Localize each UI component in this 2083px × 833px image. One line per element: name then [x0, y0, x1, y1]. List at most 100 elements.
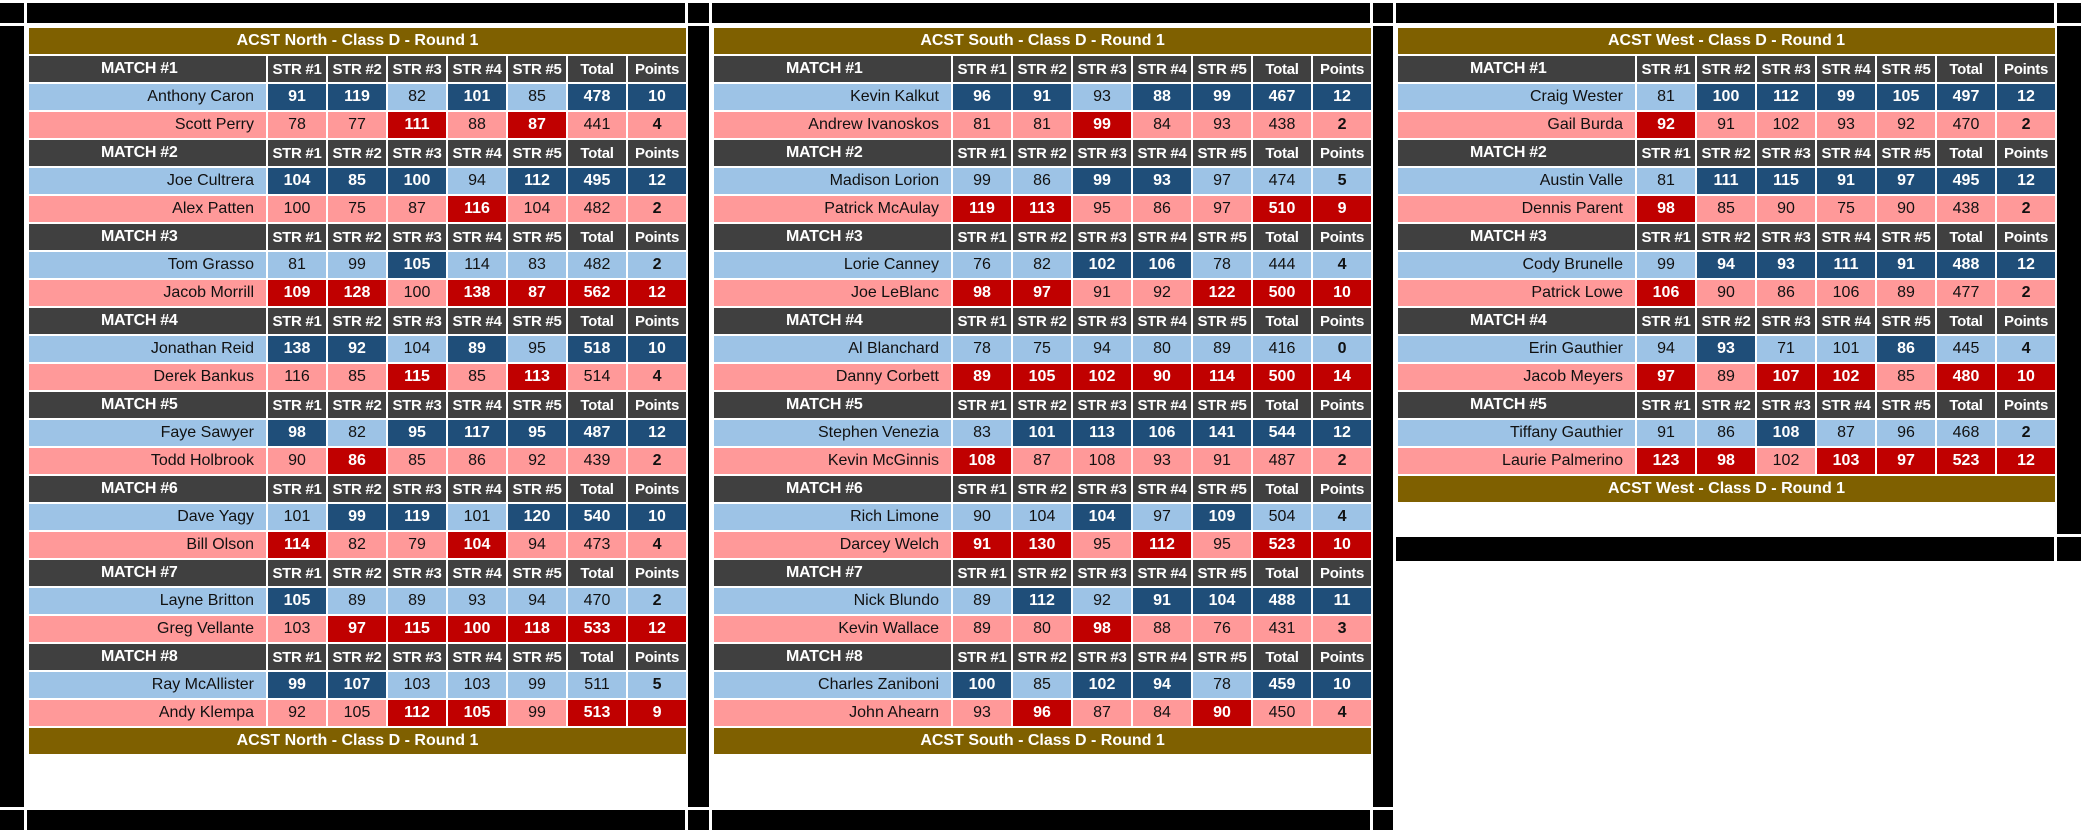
string-score: 119: [386, 502, 448, 532]
home-player-row: Stephen Venezia 83 101 113 106 141 544 12: [712, 418, 1374, 448]
match-header-row: MATCH #6 STR #1 STR #2 STR #3 STR #4 STR #5 To…: [27, 474, 689, 504]
away-player-row: Danny Corbett 89 105 102 90 114 500 14: [712, 362, 1374, 392]
string-score: 95: [1071, 194, 1133, 224]
player-name: Danny Corbett: [712, 362, 953, 392]
away-player-row: Kevin Wallace 89 80 98 88 76 431 3: [712, 614, 1374, 644]
match-label: MATCH #1: [1396, 54, 1637, 84]
string-score: 86: [1875, 334, 1937, 364]
total-score: 504: [1251, 502, 1313, 532]
player-name: Al Blanchard: [712, 334, 953, 364]
column-header: Points: [625, 558, 689, 588]
player-name: John Ahearn: [712, 698, 953, 728]
match-header-row: MATCH #4 STR #1 STR #2 STR #3 STR #4 STR #5 To…: [1396, 306, 2058, 336]
results-table: ACST South - Class D - Round 1 MATCH #1 ST…: [711, 26, 1374, 756]
column-header: STR #2: [326, 138, 388, 168]
string-score: 108: [1755, 418, 1817, 448]
column-header: STR #2: [1011, 474, 1073, 504]
string-score: 85: [326, 166, 388, 196]
string-score: 94: [506, 586, 568, 616]
column-header: Total: [566, 222, 628, 252]
frame-block: [0, 3, 24, 23]
string-score: 90: [1755, 194, 1817, 224]
column-header: Points: [1994, 306, 2058, 336]
string-score: 111: [386, 110, 448, 140]
title-row: ACST West - Class D - Round 1: [1395, 26, 2058, 56]
player-name: Gail Burda: [1396, 110, 1637, 140]
string-score: 100: [386, 278, 448, 308]
string-score: 97: [1011, 278, 1073, 308]
points-value: 12: [1994, 166, 2058, 196]
string-score: 82: [326, 530, 388, 560]
total-score: 500: [1251, 278, 1313, 308]
column-header: STR #3: [386, 222, 448, 252]
string-score: 118: [506, 614, 568, 644]
points-value: 12: [625, 418, 689, 448]
string-score: 93: [1755, 250, 1817, 280]
string-score: 78: [1191, 670, 1253, 700]
column-header: STR #5: [506, 306, 568, 336]
points-value: 2: [1310, 446, 1374, 476]
string-score: 114: [266, 530, 328, 560]
match-header-row: MATCH #4 STR #1 STR #2 STR #3 STR #4 STR #5 To…: [27, 306, 689, 336]
string-score: 105: [1875, 82, 1937, 112]
string-score: 103: [446, 670, 508, 700]
string-score: 94: [1635, 334, 1697, 364]
panel-footer: ACST North - Class D - Round 1: [26, 726, 689, 756]
column-header: Points: [1994, 390, 2058, 420]
column-header: STR #4: [1815, 390, 1877, 420]
column-header: Points: [1994, 222, 2058, 252]
points-value: 12: [1994, 82, 2058, 112]
frame-block: [2057, 3, 2081, 23]
match-header-row: MATCH #1 STR #1 STR #2 STR #3 STR #4 STR #5 To…: [27, 54, 689, 84]
column-header: Total: [1251, 138, 1313, 168]
string-score: 101: [266, 502, 328, 532]
frame-block: [688, 3, 709, 23]
string-score: 90: [1875, 194, 1937, 224]
total-score: 497: [1935, 82, 1997, 112]
string-score: 93: [1191, 110, 1253, 140]
column-header: Points: [1310, 306, 1374, 336]
points-value: 12: [1994, 446, 2058, 476]
column-header: STR #4: [446, 138, 508, 168]
player-name: Ray McAllister: [27, 670, 268, 700]
match-label: MATCH #5: [1396, 390, 1637, 420]
away-player-row: Greg Vellante 103 97 115 100 118 533 12: [27, 614, 689, 644]
total-score: 510: [1251, 194, 1313, 224]
points-value: 4: [1310, 698, 1374, 728]
player-name: Kevin McGinnis: [712, 446, 953, 476]
column-header: Points: [625, 138, 689, 168]
string-score: 114: [1191, 362, 1253, 392]
player-name: Joe LeBlanc: [712, 278, 953, 308]
player-name: Dave Yagy: [27, 502, 268, 532]
total-score: 459: [1251, 670, 1313, 700]
match-label: MATCH #3: [1396, 222, 1637, 252]
string-score: 112: [1755, 82, 1817, 112]
string-score: 83: [506, 250, 568, 280]
string-score: 108: [1071, 446, 1133, 476]
column-header: STR #4: [446, 390, 508, 420]
total-score: 441: [566, 110, 628, 140]
string-score: 100: [386, 166, 448, 196]
string-score: 91: [266, 82, 328, 112]
string-score: 113: [1011, 194, 1073, 224]
string-score: 94: [1131, 670, 1193, 700]
string-score: 82: [1011, 250, 1073, 280]
string-score: 91: [1815, 166, 1877, 196]
column-header: STR #2: [326, 558, 388, 588]
string-score: 141: [1191, 418, 1253, 448]
total-score: 470: [566, 586, 628, 616]
total-score: 523: [1935, 446, 1997, 476]
match-header-row: MATCH #3 STR #1 STR #2 STR #3 STR #4 STR #5 To…: [1396, 222, 2058, 252]
string-score: 97: [1191, 166, 1253, 196]
away-player-row: Andy Klempa 92 105 112 105 99 513 9: [27, 698, 689, 728]
points-value: 9: [1310, 194, 1374, 224]
string-score: 77: [326, 110, 388, 140]
frame-block: [0, 810, 24, 830]
frame-block: [1396, 537, 2054, 561]
frame-block: [688, 26, 709, 807]
string-score: 96: [1011, 698, 1073, 728]
string-score: 92: [1875, 110, 1937, 140]
column-header: STR #2: [1695, 138, 1757, 168]
player-name: Kevin Wallace: [712, 614, 953, 644]
column-header: STR #2: [326, 222, 388, 252]
